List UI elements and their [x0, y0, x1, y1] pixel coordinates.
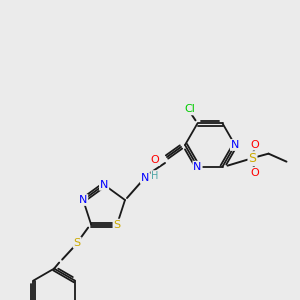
- Text: S: S: [113, 220, 121, 230]
- Text: Cl: Cl: [184, 104, 195, 114]
- Text: O: O: [151, 155, 159, 165]
- Text: S: S: [248, 152, 256, 165]
- Text: H: H: [151, 171, 159, 181]
- Text: O: O: [250, 168, 259, 178]
- Text: N: N: [193, 162, 202, 172]
- Text: N: N: [231, 140, 239, 150]
- Text: S: S: [74, 238, 81, 248]
- Text: N: N: [141, 173, 149, 183]
- Text: N: N: [100, 180, 108, 190]
- Text: N: N: [79, 195, 87, 205]
- Text: O: O: [250, 140, 259, 150]
